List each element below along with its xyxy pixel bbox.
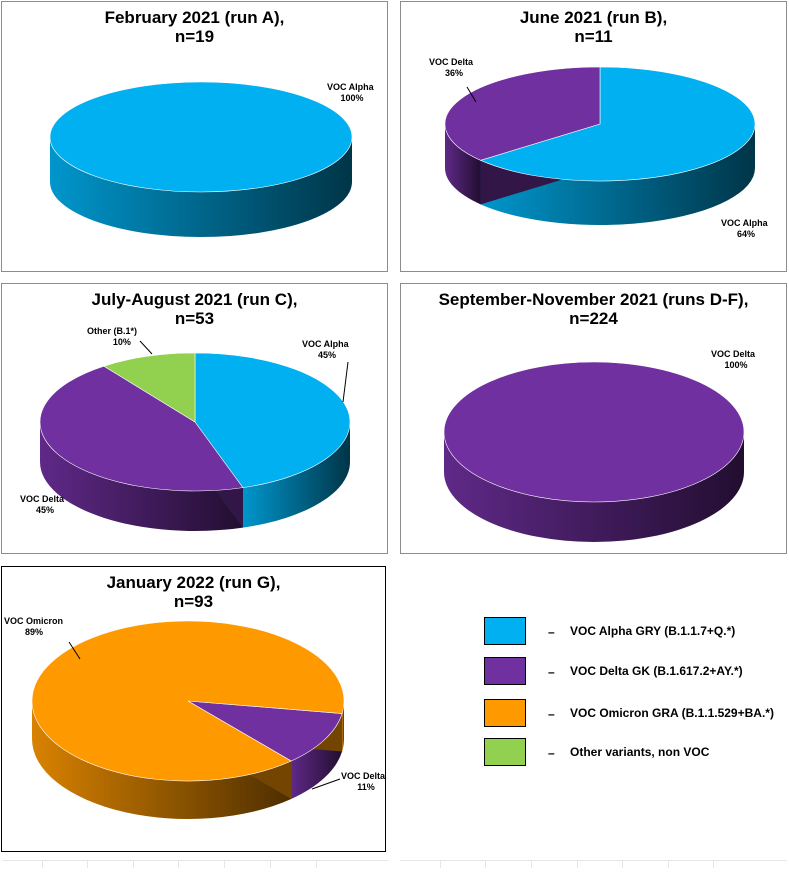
data-label-alpha: VOC Alpha <box>721 218 769 228</box>
pie-slice-delta <box>443 361 745 503</box>
legend-dash: – <box>548 665 555 679</box>
footer-rule <box>400 860 787 861</box>
legend-label: Other variants, non VOC <box>570 745 710 759</box>
legend-swatch-delta <box>484 657 526 685</box>
legend-swatch-other <box>484 738 526 766</box>
leader-line-omicron <box>68 641 81 660</box>
footer-tick <box>270 860 271 868</box>
legend-dash: – <box>548 625 555 639</box>
data-label-omicron: VOC Omicron <box>4 616 63 626</box>
data-label-pct-other: 10% <box>113 337 131 347</box>
legend-label: VOC Delta GK (B.1.617.2+AY.*) <box>570 664 743 678</box>
footer-rule <box>2 860 388 861</box>
chart-title: January 2022 (run G), n=93 <box>106 573 281 611</box>
chart-panel-jun-2021: June 2021 (run B), n=11 VOC Alpha 64% VOC … <box>400 1 787 272</box>
footer-tick <box>622 860 623 868</box>
leader-line-delta <box>466 86 477 103</box>
chart-title: June 2021 (run B), n=11 <box>519 8 668 46</box>
pie-side-omicron <box>32 701 292 819</box>
chart-panel-jan-2022: January 2022 (run G), n=93 VOC Delta 11% V… <box>1 566 386 852</box>
leader-line-alpha <box>342 361 349 403</box>
legend-item-alpha: – VOC Alpha GRY (B.1.1.7+Q.*) <box>484 617 784 647</box>
legend-dash: – <box>548 707 555 721</box>
legend-item-delta: – VOC Delta GK (B.1.617.2+AY.*) <box>484 657 784 687</box>
data-label-pct-omicron: 89% <box>25 627 43 637</box>
footer-tick <box>668 860 669 868</box>
footer-tick <box>713 860 714 868</box>
data-label-alpha: VOC Alpha <box>327 82 375 92</box>
footer-tick <box>133 860 134 868</box>
legend-dash: – <box>548 746 555 760</box>
chart-title: September-November 2021 (runs D-F), n=22… <box>438 290 749 328</box>
legend: – VOC Alpha GRY (B.1.1.7+Q.*) – VOC Delt… <box>484 617 784 777</box>
pie-side-delta <box>444 432 744 542</box>
footer-tick <box>224 860 225 868</box>
footer-tick <box>178 860 179 868</box>
pie-slice-delta <box>39 365 244 492</box>
pie-side-delta <box>445 124 481 205</box>
legend-label: VOC Omicron GRA (B.1.1.529+BA.*) <box>570 706 774 720</box>
data-label-alpha: VOC Alpha <box>302 339 350 349</box>
footer-tick <box>316 860 317 868</box>
footer-tick <box>577 860 578 868</box>
data-label-delta: VOC Delta <box>341 771 386 781</box>
chart-panel-feb-2021: February 2021 (run A), n=19 VOC Alpha 100… <box>1 1 388 272</box>
pie-slice-omicron <box>31 620 345 782</box>
pie-slice-alpha <box>194 352 351 488</box>
legend-swatch-alpha <box>484 617 526 645</box>
data-label-other: Other (B.1*) <box>87 326 137 336</box>
pie-slice-delta <box>444 66 601 161</box>
data-label-pct-alpha: 64% <box>737 229 755 239</box>
footer-tick <box>87 860 88 868</box>
leader-line-other <box>139 340 153 355</box>
pie-side-delta <box>40 422 243 531</box>
data-label-delta: VOC Delta <box>20 494 65 504</box>
footer-tick <box>531 860 532 868</box>
pie-slice-other <box>103 352 196 423</box>
legend-swatch-omicron <box>484 699 526 727</box>
leader-line-delta <box>311 778 341 790</box>
data-label-pct-delta: 45% <box>36 505 54 515</box>
pie-side-alpha <box>242 422 350 528</box>
data-label-pct-delta: 36% <box>445 68 463 78</box>
pie-slice-delta <box>187 700 343 762</box>
legend-item-other: – Other variants, non VOC <box>484 738 784 768</box>
data-label-pct-alpha: 100% <box>341 93 364 103</box>
chart-title: February 2021 (run A), n=19 <box>104 8 285 46</box>
pie-slice-alpha <box>479 66 756 182</box>
data-label-delta: VOC Delta <box>711 349 756 359</box>
footer-tick <box>440 860 441 868</box>
data-label-pct-delta: 100% <box>725 360 748 370</box>
pie-side-alpha <box>50 137 352 237</box>
data-label-pct-delta: 11% <box>357 782 375 792</box>
chart-panel-sep-nov-2021: September-November 2021 (runs D-F), n=22… <box>400 283 787 554</box>
legend-item-omicron: – VOC Omicron GRA (B.1.1.529+BA.*) <box>484 699 784 729</box>
chart-panel-jul-aug-2021: July-August 2021 (run C), n=53 VOC Alpha… <box>1 283 388 554</box>
footer-tick <box>485 860 486 868</box>
data-label-delta: VOC Delta <box>429 57 474 67</box>
pie-side-omicron <box>342 701 344 752</box>
pie-side-alpha <box>480 124 755 225</box>
legend-label: VOC Alpha GRY (B.1.1.7+Q.*) <box>570 624 736 638</box>
chart-title: July-August 2021 (run C), n=53 <box>91 290 298 328</box>
pie-slice-alpha <box>49 81 353 193</box>
footer-tick <box>42 860 43 868</box>
data-label-pct-alpha: 45% <box>318 350 336 360</box>
